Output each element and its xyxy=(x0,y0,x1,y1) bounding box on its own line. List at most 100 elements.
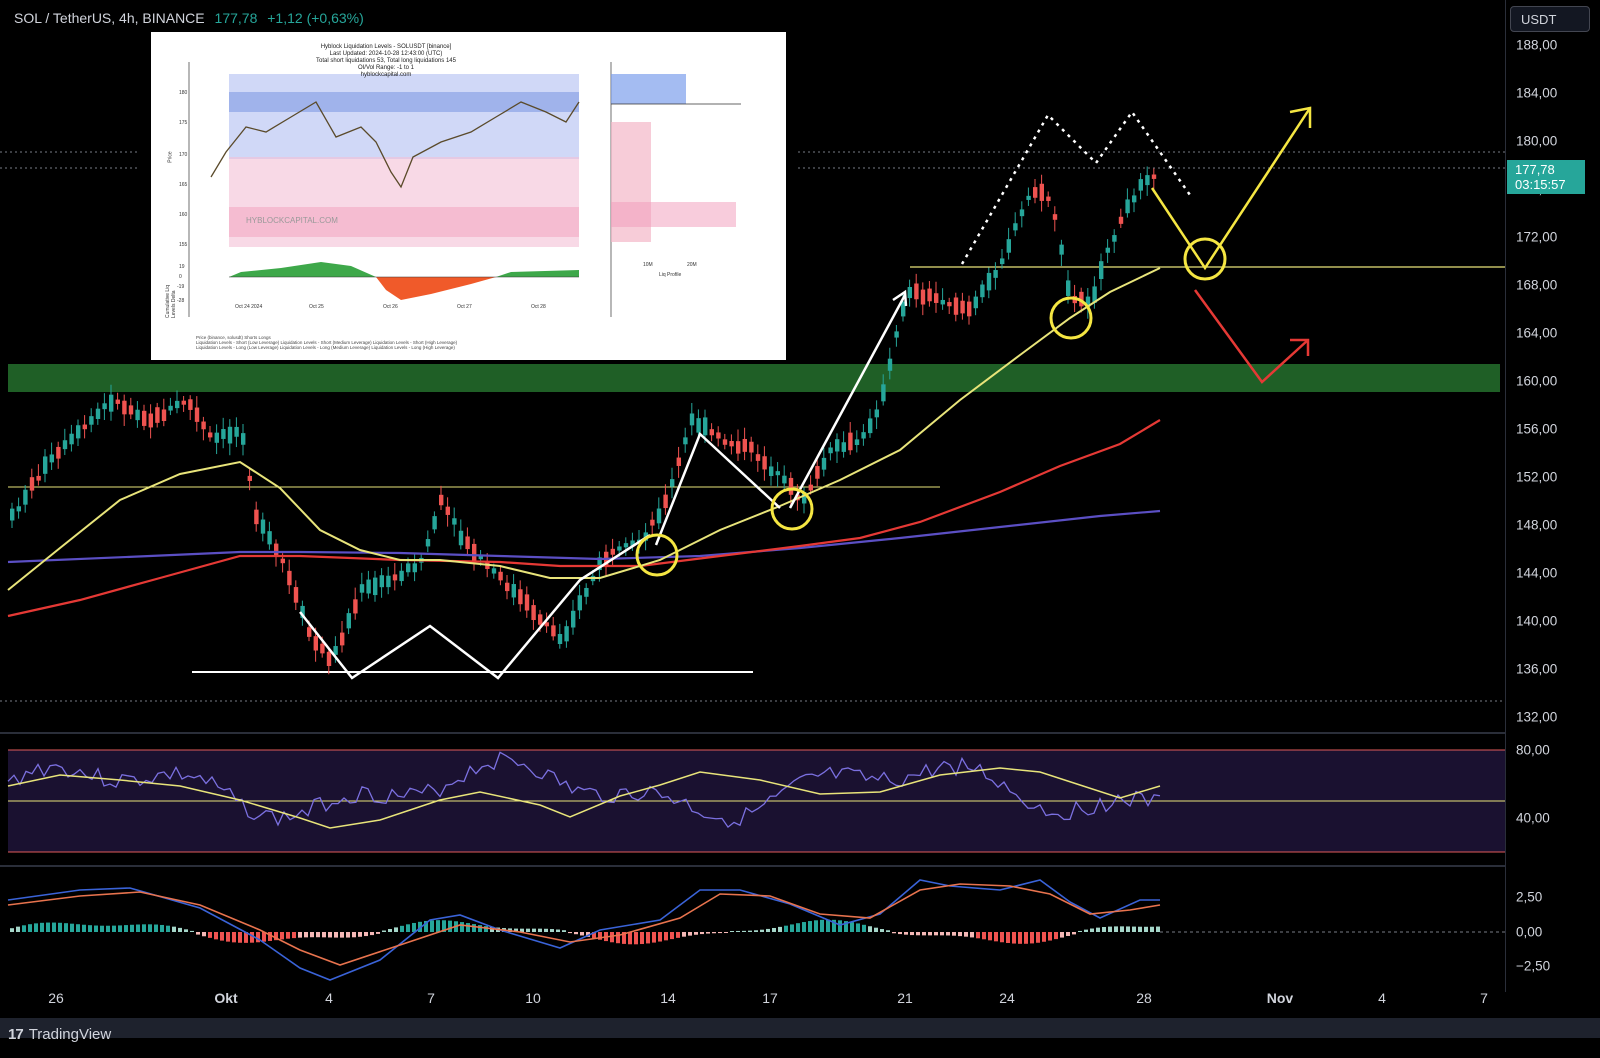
inset-legend: Price (binance, solusdt) Shorts Longs Li… xyxy=(196,335,457,350)
macd-bar xyxy=(178,927,182,932)
candle-body xyxy=(1151,174,1157,179)
macd-bar xyxy=(844,921,848,932)
macd-bar xyxy=(982,932,986,940)
candle-body xyxy=(445,506,450,515)
macd-bar xyxy=(580,932,584,936)
candle-body xyxy=(89,416,94,425)
candle-body xyxy=(551,625,556,637)
candle-body xyxy=(247,475,252,481)
candle-body xyxy=(181,400,186,405)
macd-bar xyxy=(526,928,530,932)
macd-bar xyxy=(298,932,302,938)
currency-selector[interactable]: USDT xyxy=(1510,6,1590,32)
candle-body xyxy=(868,418,873,434)
chart-area[interactable]: SOL / TetherUS, 4h, BINANCE 177,78 +1,12… xyxy=(0,0,1505,992)
symbol-title[interactable]: SOL / TetherUS, 4h, BINANCE xyxy=(14,10,205,26)
macd-bar xyxy=(226,932,230,942)
macd-bar xyxy=(202,932,206,937)
candle-body xyxy=(1052,214,1058,220)
macd-bar xyxy=(772,927,776,932)
macd-bar xyxy=(724,932,728,934)
macd-bar xyxy=(208,932,212,938)
macd-histogram xyxy=(10,919,1160,945)
macd-bar xyxy=(1078,930,1082,932)
candle-body xyxy=(254,509,259,525)
macd-bar xyxy=(928,932,932,936)
symbol-legend[interactable]: SOL / TetherUS, 4h, BINANCE 177,78 +1,12… xyxy=(14,10,364,26)
macd-bar xyxy=(352,932,356,938)
candle-body xyxy=(472,543,477,562)
candle-body xyxy=(1013,223,1018,231)
macd-bar xyxy=(832,919,836,932)
candle-body xyxy=(62,440,68,450)
macd-bar xyxy=(130,924,134,932)
chart-canvas[interactable] xyxy=(0,0,1505,992)
macd-bar xyxy=(1114,926,1118,932)
candle-body xyxy=(887,358,893,371)
macd-bar xyxy=(358,932,362,937)
price-tick-label: 152,00 xyxy=(1516,469,1558,485)
inset-x-tick: Oct 24 2024 xyxy=(235,304,263,310)
inset-title: Hyblock Liquidation Levels - SOLUSDT [bi… xyxy=(151,44,621,79)
macd-bar xyxy=(334,932,338,938)
inset-price-tick: 160 xyxy=(179,212,188,218)
candle-body xyxy=(208,432,213,438)
inset-legend-line: Liquidation Levels - Long (Low Leverage)… xyxy=(196,345,455,350)
candle-body xyxy=(76,425,81,439)
time-tick-label: 17 xyxy=(762,990,778,1006)
candle-body xyxy=(201,421,206,430)
tradingview-brand[interactable]: 17 TradingView xyxy=(8,1026,111,1043)
macd-bar xyxy=(136,924,140,932)
inset-y-label: Price xyxy=(167,151,174,163)
macd-bar xyxy=(556,929,560,932)
inset-price-line xyxy=(210,101,580,189)
candle-body xyxy=(907,286,912,299)
price-tick-label: 164,00 xyxy=(1516,325,1558,341)
macd-bar xyxy=(1102,926,1106,932)
candle-body xyxy=(967,301,972,317)
inset-delta-tick: 0 xyxy=(179,274,182,280)
macd-bar xyxy=(1072,932,1076,935)
candle-body xyxy=(683,437,688,445)
macd-bar xyxy=(214,932,218,940)
price-tick-label: 188,00 xyxy=(1516,37,1558,53)
ema-yellow-line xyxy=(7,267,1161,591)
candle-body xyxy=(1000,258,1005,265)
macd-bar xyxy=(28,924,32,932)
macd-bar xyxy=(1144,926,1148,932)
macd-bar xyxy=(328,932,332,938)
macd-bar xyxy=(1012,932,1016,944)
price-tick-label: 144,00 xyxy=(1516,565,1558,581)
macd-bar xyxy=(718,932,722,934)
candle-body xyxy=(161,409,167,422)
inset-title-line: Last Updated: 2024-10-28 12:43:00 (UTC) xyxy=(329,51,443,57)
price-scale[interactable] xyxy=(1505,0,1600,992)
macd-bar xyxy=(826,919,830,932)
time-tick-label: 10 xyxy=(525,990,541,1006)
candle-body xyxy=(326,651,332,667)
macd-bar xyxy=(784,925,788,932)
candle-body xyxy=(425,539,431,547)
candle-body xyxy=(359,584,365,593)
candle-body xyxy=(366,579,371,594)
macd-bar xyxy=(994,932,998,942)
macd-bar xyxy=(898,932,902,935)
candle-body xyxy=(848,432,853,451)
candle-body xyxy=(703,417,708,436)
candle-body xyxy=(274,543,279,555)
candle-body xyxy=(861,432,866,439)
inset-title-line: Hyblock Liquidation Levels - SOLUSDT [bi… xyxy=(320,44,452,50)
macd-bar xyxy=(64,923,68,932)
macd-bar xyxy=(484,926,488,932)
inset-legend-line: Price (binance, solusdt) Shorts Longs xyxy=(196,335,271,340)
double-top-dotted xyxy=(960,109,1192,265)
macd-bar xyxy=(1150,926,1154,932)
inset-price-tick: 175 xyxy=(179,120,188,126)
candle-body xyxy=(934,293,939,303)
macd-bar xyxy=(976,932,980,939)
candle-body xyxy=(1066,280,1071,296)
macd-bar xyxy=(238,932,242,943)
macd-line xyxy=(7,879,1160,981)
candle-body xyxy=(1059,244,1064,255)
macd-bar xyxy=(418,921,422,932)
